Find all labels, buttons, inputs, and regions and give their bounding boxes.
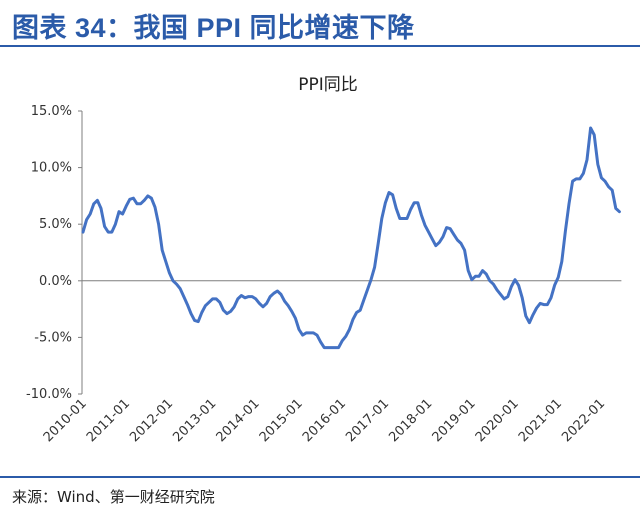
source-note: 来源：Wind、第一财经研究院 — [12, 488, 215, 506]
x-tick-label: 2014-01 — [214, 396, 263, 445]
ppi-line-chart: PPI同比 15.0% 10.0% 5.0% 0.0% -5.0% -10.0% 2010… — [26, 75, 622, 445]
y-tick-label: 15.0% — [31, 104, 72, 119]
x-tick-label: 2013-01 — [170, 396, 219, 445]
chart-title: PPI同比 — [298, 75, 358, 95]
y-axis-ticks: 15.0% 10.0% 5.0% 0.0% -5.0% -10.0% — [26, 104, 82, 402]
y-tick-label: -5.0% — [34, 330, 72, 345]
y-tick-label: 10.0% — [31, 161, 72, 176]
x-tick-label: 2021-01 — [516, 396, 565, 445]
figure-title: 图表 34：我国 PPI 同比增速下降 — [12, 13, 415, 43]
x-tick-label: 2020-01 — [473, 396, 522, 445]
x-tick-label: 2022-01 — [559, 396, 608, 445]
x-tick-label: 2017-01 — [343, 396, 392, 445]
x-axis-ticks: 2010-012011-012012-012013-012014-012015-… — [41, 396, 608, 445]
x-tick-label: 2019-01 — [430, 396, 479, 445]
header-divider — [0, 45, 640, 47]
x-tick-label: 2016-01 — [300, 396, 349, 445]
footer-divider — [0, 476, 640, 478]
x-tick-label: 2012-01 — [127, 396, 176, 445]
x-tick-label: 2011-01 — [84, 396, 133, 445]
x-tick-label: 2010-01 — [41, 396, 90, 445]
x-tick-label: 2015-01 — [257, 396, 306, 445]
y-tick-label: -10.0% — [26, 387, 72, 402]
series-line-ppi — [81, 126, 621, 350]
y-tick-label: 5.0% — [39, 217, 72, 232]
x-tick-label: 2018-01 — [386, 396, 435, 445]
y-tick-label: 0.0% — [39, 274, 72, 289]
